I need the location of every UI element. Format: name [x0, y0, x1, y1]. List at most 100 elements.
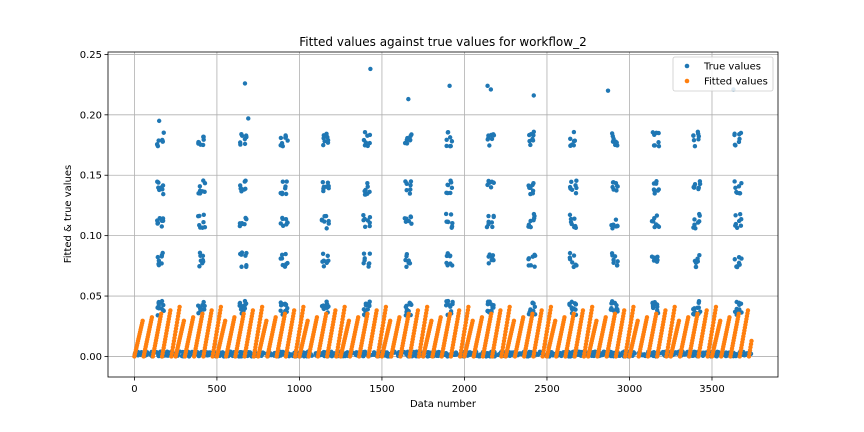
true-point	[160, 187, 165, 192]
true-point	[186, 354, 192, 359]
true-point	[651, 219, 656, 224]
fitted-point	[397, 315, 402, 320]
true-point	[159, 261, 164, 266]
true-point	[403, 257, 408, 263]
x-tick-label: 3500	[699, 384, 724, 395]
true-point	[570, 260, 575, 265]
true-point	[691, 138, 697, 143]
true-point	[321, 264, 327, 269]
grid-lines	[108, 52, 778, 377]
true-point	[614, 303, 619, 308]
true-point	[526, 263, 531, 268]
y-axis-ticks: 0.00 0.05 0.10 0.15 0.20 0.25	[80, 50, 108, 363]
true-point	[384, 351, 389, 356]
true-point	[651, 349, 657, 355]
true-point	[329, 354, 335, 359]
true-point	[443, 211, 449, 217]
true-point	[239, 250, 245, 255]
true-point	[650, 305, 656, 310]
true-point	[733, 213, 738, 218]
true-point	[237, 300, 243, 306]
true-point	[284, 222, 289, 227]
true-point	[569, 179, 574, 185]
y-tick-label: 0.15	[80, 171, 102, 182]
true-point	[448, 253, 453, 258]
series-fitted-values	[132, 304, 754, 359]
true-point	[319, 218, 325, 223]
true-point	[450, 299, 455, 305]
true-point	[283, 261, 289, 267]
true-point	[201, 220, 206, 225]
true-point	[278, 303, 284, 308]
fitted-point	[580, 308, 586, 313]
true-point	[242, 141, 248, 147]
true-point	[609, 301, 614, 306]
fitted-point	[140, 318, 145, 323]
true-point	[365, 191, 370, 196]
true-point	[444, 190, 449, 195]
true-point	[486, 352, 491, 357]
fitted-point	[200, 311, 205, 317]
true-point	[691, 185, 697, 190]
true-point	[155, 350, 161, 356]
true-point	[571, 129, 577, 135]
true-point	[732, 132, 737, 138]
y-tick-label: 0.00	[80, 352, 102, 363]
true-point	[367, 215, 373, 220]
true-point	[164, 349, 170, 354]
true-point	[160, 216, 166, 221]
true-point	[156, 138, 161, 143]
true-point	[404, 181, 409, 186]
true-point	[654, 302, 659, 307]
true-point-outlier	[605, 88, 611, 93]
true-point	[408, 179, 414, 184]
true-point	[450, 220, 455, 226]
true-point	[404, 188, 409, 193]
true-point	[448, 190, 453, 196]
true-point	[532, 304, 538, 310]
true-point	[736, 255, 742, 260]
fitted-point	[273, 315, 278, 320]
true-point	[322, 138, 327, 144]
true-point	[407, 191, 413, 196]
true-point	[614, 140, 619, 145]
true-point	[161, 308, 166, 314]
true-point-outlier	[406, 96, 411, 102]
true-point	[161, 191, 166, 197]
true-point-outlier	[246, 116, 251, 121]
true-point	[574, 178, 579, 183]
true-point	[426, 353, 431, 358]
true-point	[526, 257, 531, 262]
fitted-point	[644, 315, 650, 320]
fitted-point	[168, 308, 173, 313]
fitted-point	[222, 318, 228, 323]
true-point	[325, 180, 331, 185]
true-point	[567, 352, 572, 358]
true-point	[567, 301, 572, 307]
true-point	[278, 308, 283, 313]
fitted-point	[158, 311, 164, 317]
true-point	[201, 178, 206, 183]
y-tick-label: 0.10	[80, 231, 102, 242]
true-point	[360, 353, 366, 359]
true-point	[278, 256, 283, 261]
series-true-values	[132, 66, 754, 359]
true-point	[656, 130, 661, 136]
fitted-point	[548, 304, 554, 310]
true-point	[325, 140, 331, 145]
true-point	[278, 135, 284, 141]
true-point	[159, 252, 165, 258]
true-point	[537, 350, 542, 355]
fitted-point	[736, 311, 741, 317]
true-point	[324, 259, 329, 264]
true-point	[573, 190, 579, 196]
true-point	[489, 136, 495, 142]
true-point	[244, 263, 249, 268]
true-point	[367, 220, 372, 225]
true-point	[652, 191, 657, 196]
true-point	[202, 303, 207, 309]
true-point	[361, 212, 366, 218]
true-point	[408, 133, 413, 139]
true-point	[486, 213, 491, 219]
true-point-outlier	[242, 81, 248, 86]
